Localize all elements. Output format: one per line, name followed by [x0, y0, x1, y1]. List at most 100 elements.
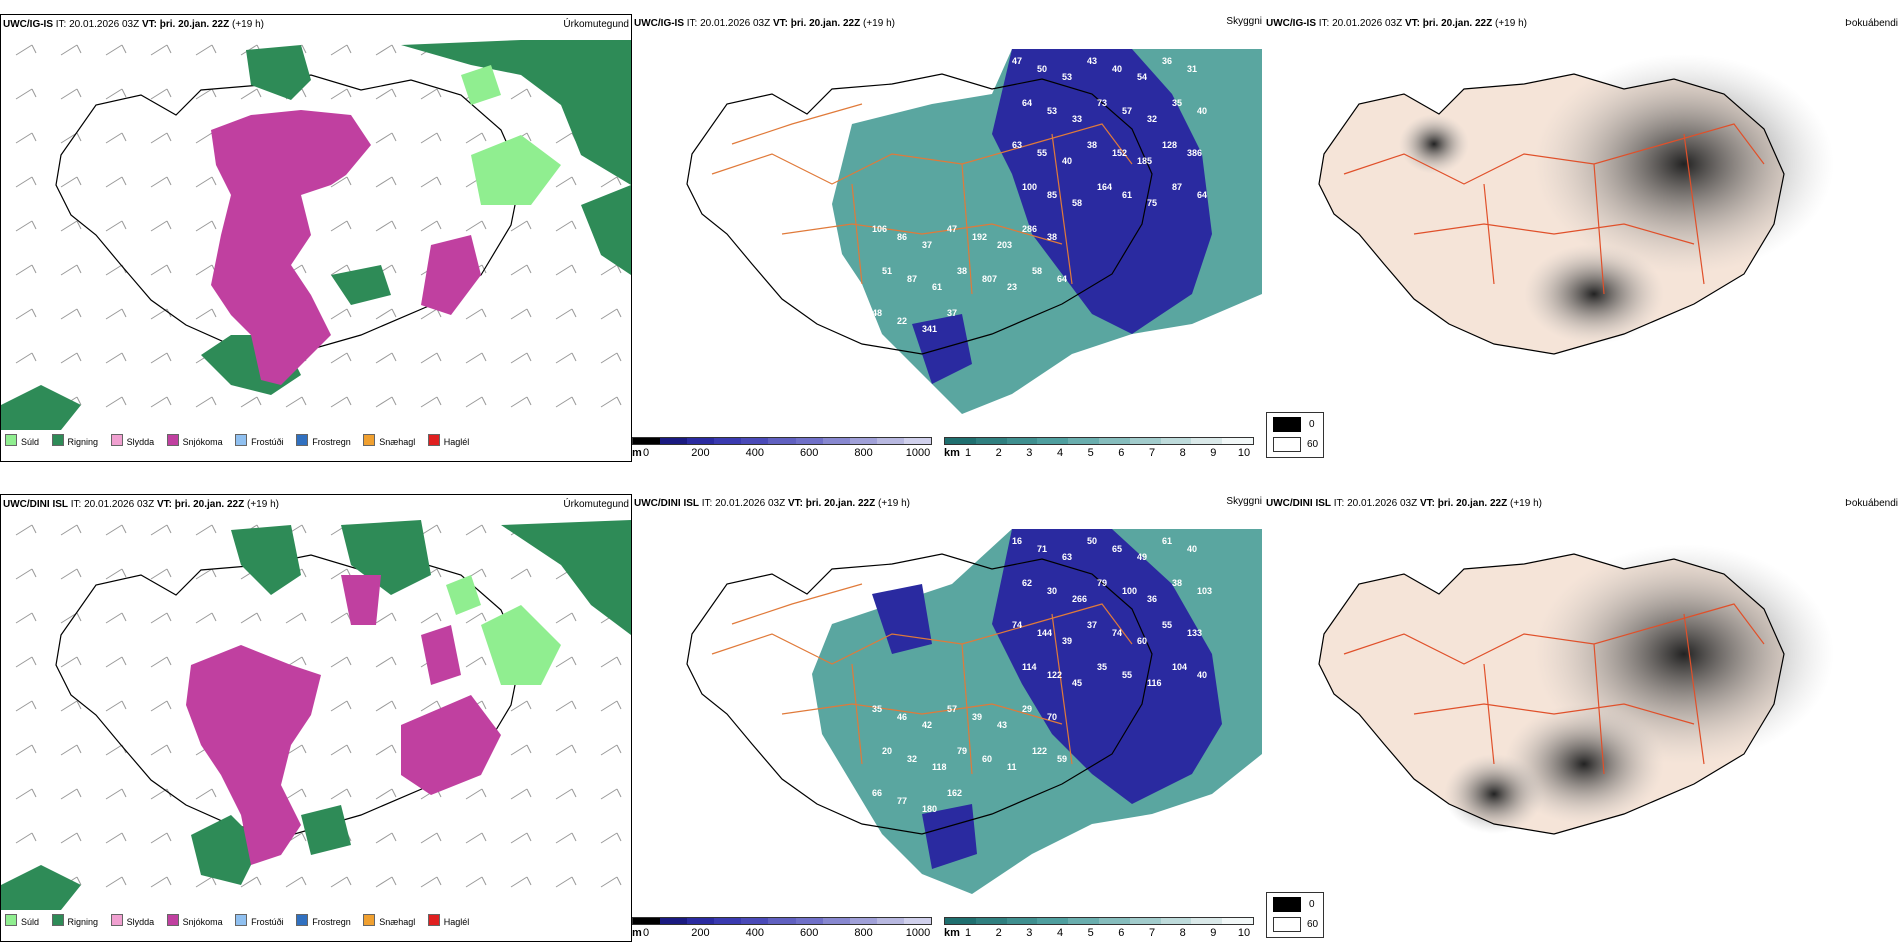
visibility-label: 70: [1047, 712, 1057, 722]
wind-barb: [420, 132, 442, 144]
visibility-label: 54: [1137, 72, 1147, 82]
legend-swatch: [51, 914, 64, 926]
colorbar-tick-label: 400: [745, 927, 764, 939]
wind-barb: [15, 832, 37, 844]
visibility-colorbar: km 1 2 3 4 5 6 7 8 9 10: [944, 917, 1254, 942]
wind-barb: [60, 612, 82, 624]
cloud-legend-row1: 0 60: [1266, 412, 1324, 458]
precip-legend: Súld Rigning Slydda Snjókoma Frostúði Fr…: [5, 913, 479, 931]
visibility-label: 122: [1032, 746, 1047, 756]
colorbar-cell: [714, 918, 742, 924]
visibility-label: 38: [1172, 578, 1182, 588]
colorbar-tick-label: 0: [642, 447, 650, 459]
model-name: UWC/DINI ISL: [1266, 498, 1331, 509]
visibility-label: 38: [1087, 140, 1097, 150]
colorbar-cell: [1191, 438, 1223, 444]
dewpoint-header: UWC/DINI ISL IT: 20.01.2026 03Z VT: þri.…: [1266, 497, 1898, 511]
wind-barb: [15, 264, 37, 276]
legend-item: Frostregn: [296, 913, 351, 931]
colorbar-tick-label: 800: [854, 927, 873, 939]
wind-barb: [555, 744, 577, 756]
visibility-label: 58: [1032, 266, 1042, 276]
colorbar-cell: [1129, 438, 1161, 444]
wind-barb: [15, 308, 37, 320]
colorbar-tick-label: 200: [691, 447, 710, 459]
wind-barb: [555, 352, 577, 364]
wind-barb: [105, 352, 127, 364]
vt-time: þri. 20.jan. 22Z: [790, 18, 861, 29]
visibility-label: 152: [1112, 148, 1127, 158]
wind-barb: [60, 524, 82, 536]
dewpoint-panel-row1: UWC/IG-IS IT: 20.01.2026 03Z VT: þri. 20…: [1264, 14, 1900, 462]
legend-label: Rigning: [67, 917, 99, 927]
visibility-label: 35: [872, 704, 882, 714]
wind-barb: [15, 132, 37, 144]
visibility-label: 58: [1072, 198, 1082, 208]
visibility-label: 74: [1112, 628, 1122, 638]
visibility-label: 55: [1122, 670, 1132, 680]
legend-swatch: [166, 914, 179, 926]
wind-barb: [285, 396, 307, 408]
visibility-label: 40: [1187, 544, 1197, 554]
wind-barb: [555, 612, 577, 624]
precip-legend: Súld Rigning Slydda Snjókoma Frostúði Fr…: [5, 433, 479, 451]
it-time: 20.01.2026 03Z: [69, 19, 140, 30]
visibility-colorbar-strip: [944, 437, 1254, 445]
wind-barb: [420, 612, 442, 624]
legend-label: Slydda: [126, 437, 155, 447]
legend-item: Frostregn: [296, 433, 351, 451]
visibility-label: 46: [897, 712, 907, 722]
visibility-label: 180: [922, 804, 937, 814]
precip-header: UWC/DINI ISL IT: 20.01.2026 03Z VT: þri.…: [3, 498, 629, 512]
iceland-coastline: [686, 553, 1153, 835]
wind-barb: [510, 264, 532, 276]
wind-barb: [465, 612, 487, 624]
colorbar-cell: [1098, 918, 1130, 924]
colorbar-tick-label: 4: [1056, 927, 1064, 939]
wind-barb: [60, 220, 82, 232]
colorbar-cell: [1006, 918, 1038, 924]
precip-map-svg: [1, 40, 631, 430]
wind-barb: [465, 832, 487, 844]
colorbar-cell: [975, 438, 1007, 444]
road-network: [711, 583, 1133, 775]
colorbar-tick-label: 4: [1056, 447, 1064, 459]
legend-item: Snæhagl: [363, 433, 415, 451]
wind-barb: [555, 832, 577, 844]
fog-shade: [1524, 244, 1664, 344]
precip-panel-row2: UWC/DINI ISL IT: 20.01.2026 03Z VT: þri.…: [0, 494, 632, 942]
visibility-label: 162: [947, 788, 962, 798]
visibility-ticks: 1 2 3 4 5 6 7 8 9 10: [965, 447, 1254, 461]
visibility-label: 42: [922, 720, 932, 730]
visibility-labels: 47 50 53 43 40 54 36 31 64 53 33 73 57 32 35 40 63 55 40 38…: [872, 56, 1207, 334]
wind-barb: [150, 744, 172, 756]
lead-time: (+19 h): [1510, 498, 1542, 509]
wind-barb: [600, 876, 622, 888]
precip-map-svg: [1, 520, 631, 910]
visibility-label: 57: [1122, 106, 1132, 116]
colorbar-cell: [633, 438, 661, 444]
wind-barb: [15, 176, 37, 188]
visibility-label: 63: [1062, 552, 1072, 562]
wind-barb: [555, 656, 577, 668]
visibility-label: 43: [1087, 56, 1097, 66]
cloud-map: 16 71 63 50 65 49 61 40 62 30 266 79 100 36 38 103 74 144…: [632, 514, 1264, 909]
wind-barb: [555, 876, 577, 888]
cloud-map: 47 50 53 43 40 54 36 31 64 53 33 73 57 32 35 40 63 55 40 38…: [632, 34, 1264, 429]
vt-prefix: VT:: [1404, 18, 1420, 29]
wind-barb: [195, 396, 217, 408]
wind-barb: [60, 656, 82, 668]
colorbar-cell: [822, 918, 850, 924]
wind-barb: [600, 396, 622, 408]
visibility-label: 85: [1047, 190, 1057, 200]
cloud-header: UWC/IG-IS IT: 20.01.2026 03Z VT: þri. 20…: [634, 16, 1262, 31]
wind-barb: [375, 700, 397, 712]
visibility-label: 341: [922, 324, 937, 334]
colorbar-cell: [1006, 438, 1038, 444]
wind-barb: [510, 568, 532, 580]
wind-barb: [195, 88, 217, 100]
visibility-label: 50: [1087, 536, 1097, 546]
colorbar-cell: [903, 918, 932, 924]
visibility-label: 32: [907, 754, 917, 764]
wind-barb: [15, 568, 37, 580]
